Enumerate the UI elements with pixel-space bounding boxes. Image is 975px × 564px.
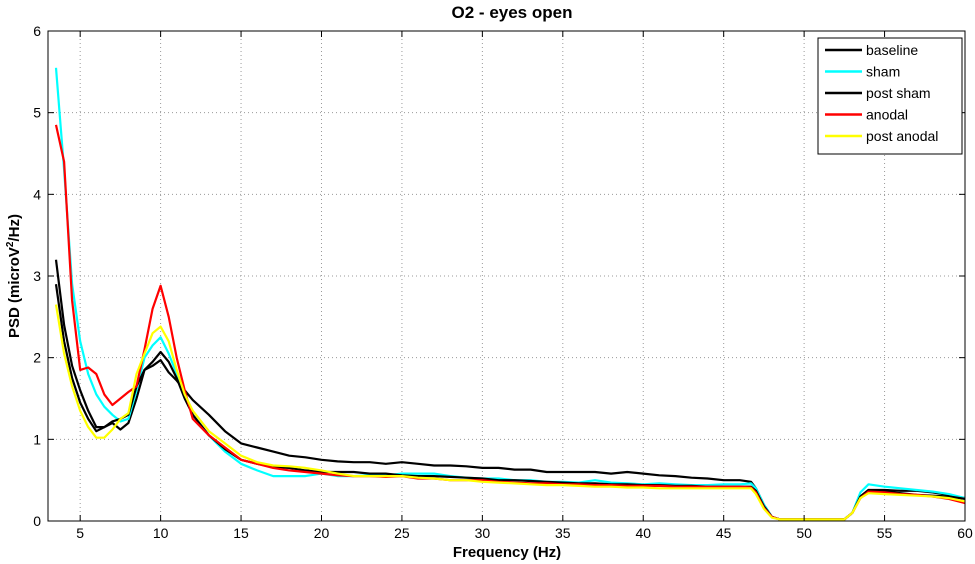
x-tick-label: 10: [153, 525, 169, 541]
y-tick-label: 0: [33, 513, 41, 529]
x-axis-label: Frequency (Hz): [453, 544, 561, 561]
y-axis-label-exponent: 2: [5, 241, 16, 247]
x-tick-label: 5: [76, 525, 84, 541]
y-tick-label: 6: [33, 23, 41, 39]
x-tick-label: 20: [314, 525, 330, 541]
y-tick-label: 3: [33, 268, 41, 284]
y-axis-label-main: PSD (microV: [6, 247, 23, 338]
y-tick-label: 4: [33, 186, 41, 202]
legend-label: baseline: [866, 42, 918, 58]
x-tick-label: 15: [233, 525, 249, 541]
x-tick-label: 35: [555, 525, 571, 541]
y-axis-ticks: 0 1 2 3 4 5 6: [33, 23, 965, 529]
legend: baseline sham post sham anodal post anodal: [817, 37, 963, 155]
x-tick-label: 40: [635, 525, 651, 541]
legend-box: [817, 37, 963, 155]
y-tick-label: 2: [33, 350, 41, 366]
legend-label: post sham: [866, 85, 931, 101]
y-tick-label: 5: [33, 105, 41, 121]
series-line-post-anodal: [54, 304, 966, 521]
chart-title: O2 - eyes open: [452, 3, 573, 22]
grid: [48, 31, 965, 521]
x-axis-ticks: 5 10 15 20 25 30 35 40 45 50 55 60: [76, 31, 973, 541]
legend-label: sham: [866, 64, 900, 80]
x-tick-label: 50: [796, 525, 812, 541]
series-lines: [54, 67, 966, 521]
series-line-anodal: [54, 124, 966, 521]
y-tick-label: 1: [33, 431, 41, 447]
y-axis-label-unit: /Hz): [6, 214, 23, 242]
legend-label: post anodal: [866, 128, 938, 144]
x-tick-label: 45: [716, 525, 732, 541]
x-tick-label: 30: [475, 525, 491, 541]
x-tick-label: 25: [394, 525, 410, 541]
x-tick-label: 55: [877, 525, 893, 541]
x-tick-label: 60: [957, 525, 973, 541]
legend-label: anodal: [866, 107, 908, 123]
y-axis-label: PSD (microV2/Hz): [5, 214, 23, 338]
